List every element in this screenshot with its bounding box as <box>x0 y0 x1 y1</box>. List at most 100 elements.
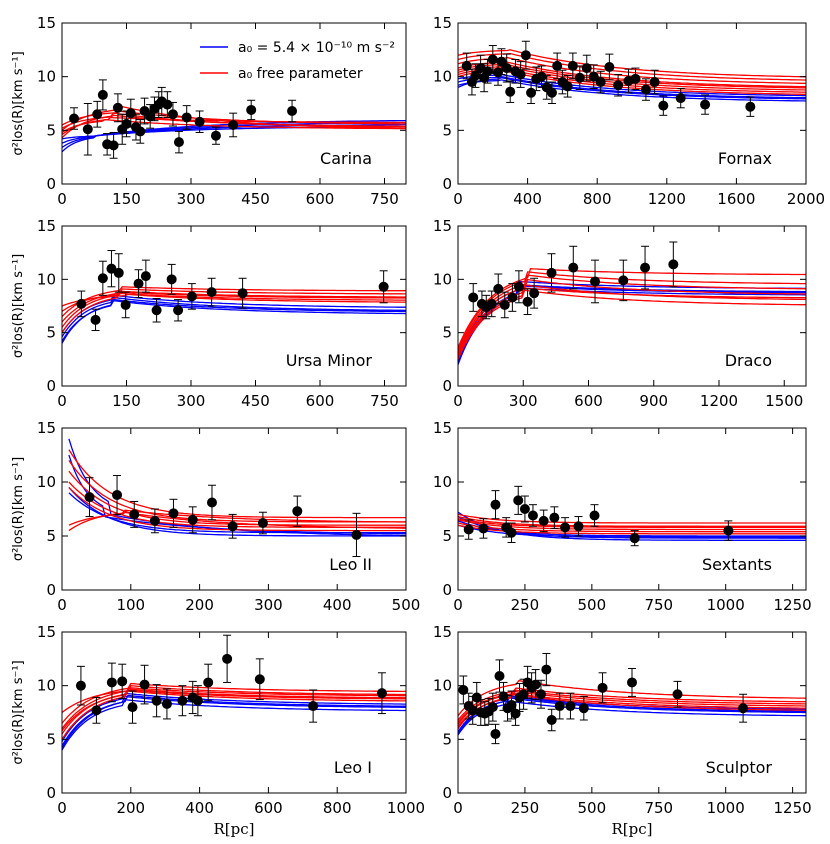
curve-free-a0 <box>458 690 806 725</box>
x-tick-label: 750 <box>370 392 399 410</box>
data-point <box>376 688 387 699</box>
x-tick-label: 0 <box>57 799 67 817</box>
data-point <box>75 680 86 691</box>
data-point <box>493 283 504 294</box>
data-point <box>529 288 540 299</box>
curve-free-a0 <box>62 689 406 732</box>
y-tick-label: 15 <box>37 419 56 437</box>
plot-area <box>62 634 406 751</box>
curve-free-a0 <box>458 268 806 348</box>
x-tick-label: 400 <box>323 596 352 614</box>
curve-free-a0 <box>68 486 406 532</box>
data-point <box>541 664 552 675</box>
curve-free-a0 <box>458 52 806 81</box>
data-point <box>168 508 179 519</box>
x-tick-label: 800 <box>583 190 612 208</box>
data-point <box>627 677 637 688</box>
data-point <box>530 679 541 690</box>
data-point <box>494 671 505 682</box>
data-point <box>161 698 172 709</box>
curve-free-a0 <box>68 509 406 532</box>
data-point <box>546 715 557 726</box>
data-point <box>210 130 221 141</box>
data-point <box>510 708 521 719</box>
data-point <box>145 111 156 122</box>
x-tick-label: 1250 <box>774 596 812 614</box>
x-tick-label: 1600 <box>717 190 755 208</box>
panel-name: Leo II <box>329 555 372 574</box>
panel-draco: 0 300 600 900 1200 1500 0 5 10 15 Draco <box>433 217 807 410</box>
y-tick-label: 15 <box>37 217 56 235</box>
x-tick-label: 0 <box>453 799 463 817</box>
data-point <box>649 77 660 88</box>
data-point <box>513 281 524 292</box>
curve-free-a0 <box>62 685 406 729</box>
curve-fixed-a0 <box>68 486 406 537</box>
data-point <box>106 677 117 688</box>
x-tick-label: 300 <box>254 596 283 614</box>
panel-name: Sextants <box>702 555 772 574</box>
y-tick-label: 10 <box>37 270 56 288</box>
data-point <box>613 80 624 91</box>
data-point <box>203 677 214 688</box>
x-tick-label: 400 <box>513 190 542 208</box>
y-tick-label: 10 <box>37 677 56 695</box>
curve-free-a0 <box>62 291 406 312</box>
data-point <box>490 728 501 739</box>
curve-fixed-a0 <box>62 699 406 751</box>
y-tick-label: 0 <box>442 581 452 599</box>
x-axis-label: R[pc] <box>611 820 652 838</box>
plot-area <box>458 652 806 745</box>
y-tick-label: 0 <box>46 377 56 395</box>
legend-label: a₀ free parameter <box>238 66 363 82</box>
panel-ursa-minor: 0 150 300 450 600 750 0 5 10 15 Ursa Minor σ²los(R)… <box>11 217 407 410</box>
curve-free-a0 <box>62 687 406 714</box>
data-point <box>227 521 238 532</box>
y-axis-label: σ²los(R)[km s⁻¹] <box>11 660 26 764</box>
y-tick-label: 5 <box>46 527 56 545</box>
data-point <box>140 271 151 282</box>
curve-free-a0 <box>68 470 406 526</box>
data-point <box>546 87 557 98</box>
panel-carina: 0 150 300 450 600 750 0 5 10 15 Carina σ²los(R)[km … <box>11 14 407 208</box>
curve-free-a0 <box>458 689 806 723</box>
x-tick-label: 1500 <box>765 392 803 410</box>
axes-frame <box>457 225 807 387</box>
panel-fornax: 0 400 800 1200 1600 2000 0 5 10 15 Fornax <box>433 14 825 208</box>
curve-fixed-a0 <box>62 300 406 342</box>
x-tick-label: 0 <box>453 596 463 614</box>
data-point <box>604 62 615 73</box>
panel-sextants: 0 250 500 750 1000 1250 0 5 10 15 Sextants <box>433 419 812 614</box>
x-tick-label: 450 <box>241 392 270 410</box>
data-point <box>536 71 547 82</box>
data-point <box>108 140 119 151</box>
curve-free-a0 <box>62 286 406 318</box>
x-tick-label: 0 <box>453 392 463 410</box>
data-point <box>552 60 563 71</box>
y-tick-label: 0 <box>442 377 452 395</box>
data-point <box>228 119 239 130</box>
x-tick-label: 750 <box>644 596 673 614</box>
data-point <box>520 50 531 61</box>
data-point <box>166 274 177 285</box>
data-point <box>538 515 549 526</box>
data-point <box>112 489 123 500</box>
data-point <box>573 521 584 532</box>
data-point <box>506 527 517 538</box>
data-point <box>562 81 573 92</box>
y-tick-label: 0 <box>46 581 56 599</box>
y-tick-label: 10 <box>433 677 452 695</box>
data-point <box>133 278 144 289</box>
data-point <box>519 504 530 514</box>
x-tick-label: 750 <box>644 799 673 817</box>
data-point <box>675 93 686 104</box>
x-tick-label: 750 <box>370 190 399 208</box>
data-point <box>112 102 123 113</box>
data-point <box>487 702 498 713</box>
x-tick-label: 1000 <box>707 799 745 817</box>
x-tick-label: 0 <box>57 596 67 614</box>
curve-fixed-a0 <box>458 73 806 97</box>
data-point <box>92 109 103 120</box>
legend-label: a₀ = 5.4 × 10⁻¹⁰ m s⁻² <box>238 40 395 56</box>
plot-area <box>68 438 406 558</box>
